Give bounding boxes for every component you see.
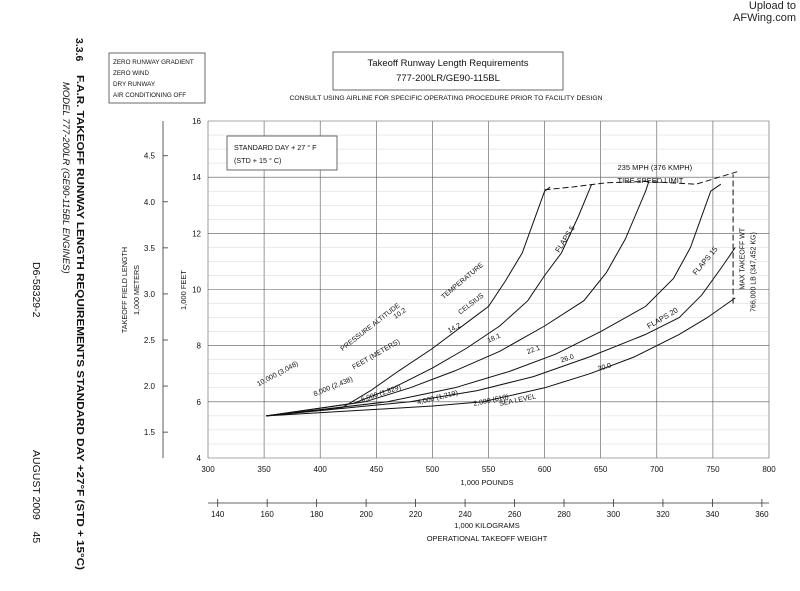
section-number: 3.3.6 — [73, 38, 85, 62]
x-tick-label: 750 — [706, 465, 720, 474]
x2-tick-label: 300 — [607, 510, 621, 519]
temperature-label: 26.0 — [560, 354, 575, 365]
x-tick-label: 600 — [538, 465, 552, 474]
doc-number: D6-58329-2 — [30, 262, 42, 318]
altitude-label: 6,000 (1,829) — [360, 384, 402, 404]
flaps15-label: FLAPS 15 — [691, 245, 720, 277]
altitude-label: 10,000 (3,048) — [256, 361, 300, 389]
chart-axes: 4 6 8 10 12 14 16 1.5 2.0 2.5 3.0 3.5 4.0 4.5 300 350 40… — [144, 117, 776, 519]
model-line: MODEL 777-200LR (GE90-115BL ENGINES) — [60, 82, 71, 274]
side-header: 3.3.6 F.A.R. TAKEOFF RUNWAY LENGTH REQUI… — [30, 38, 86, 570]
condition-2: ZERO WIND — [113, 70, 149, 77]
y-tick-label: 16 — [192, 117, 201, 126]
bottom-axis-title: OPERATIONAL TAKEOFF WEIGHT — [427, 534, 548, 543]
series-line-1 — [266, 186, 551, 417]
chart-grid — [207, 120, 770, 459]
series-line-5 — [266, 247, 736, 417]
date-page: AUGUST 2009 45 — [30, 450, 42, 543]
x2-tick-label: 140 — [211, 510, 225, 519]
y2-axis-label-main: TAKEOFF FIELD LENGTH — [120, 247, 129, 333]
max-weight-label-2: 766,000 LB (347,452 KG) — [751, 232, 758, 312]
x-tick-label: 400 — [314, 465, 328, 474]
std-day-box: STANDARD DAY + 27 ° F (STD + 15 ° C) — [226, 135, 338, 171]
x2-tick-label: 240 — [458, 510, 472, 519]
altitude-label: 8,000 (2,438) — [313, 376, 354, 398]
x2-axis-label: 1,000 KILOGRAMS — [454, 521, 519, 530]
x-tick-label: 450 — [370, 465, 384, 474]
y2-tick-label: 3.0 — [144, 290, 156, 299]
y2-tick-label: 4.0 — [144, 198, 156, 207]
watermark-line2: AFWing.com — [733, 12, 796, 24]
y-tick-label: 10 — [192, 286, 201, 295]
x-tick-label: 800 — [762, 465, 776, 474]
y2-tick-label: 1.5 — [144, 428, 156, 437]
chart-title: Takeoff Runway Length Requirements — [368, 58, 529, 69]
chart-note: CONSULT USING AIRLINE FOR SPECIFIC OPERA… — [289, 95, 602, 102]
series-line-6 — [266, 297, 736, 417]
x-tick-label: 550 — [482, 465, 496, 474]
chart-subtitle: 777-200LR/GE90-115BL — [396, 73, 500, 84]
flaps20-label: FLAPS 20 — [645, 306, 679, 331]
x2-tick-label: 280 — [557, 510, 571, 519]
temperature-label: 14.2 — [447, 322, 462, 335]
y-tick-label: 8 — [197, 342, 202, 351]
temperature-label: 18.1 — [486, 333, 501, 345]
series-line-2 — [266, 184, 593, 417]
x2-tick-label: 260 — [508, 510, 522, 519]
condition-3: DRY RUNWAY — [113, 81, 156, 88]
title-box: Takeoff Runway Length Requirements 777-2… — [289, 51, 603, 102]
x2-tick-label: 200 — [359, 510, 373, 519]
y2-tick-label: 4.5 — [144, 152, 156, 161]
y-tick-label: 12 — [192, 229, 201, 238]
y-tick-label: 14 — [192, 173, 201, 182]
x2-tick-label: 340 — [706, 510, 720, 519]
conditions-box: ZERO RUNWAY GRADIENT ZERO WIND DRY RUNWA… — [108, 52, 206, 104]
y-tick-label: 4 — [197, 454, 202, 463]
temperature-label: 30.0 — [597, 362, 612, 373]
x-tick-label: 650 — [594, 465, 608, 474]
temperature-label: 22.1 — [526, 345, 541, 356]
x2-tick-label: 360 — [755, 510, 769, 519]
y2-tick-label: 3.5 — [144, 244, 156, 253]
tire-speed-label-2: TIRE SPEED LIMIT — [618, 176, 684, 185]
chart-series-group — [266, 171, 738, 417]
x-tick-label: 350 — [257, 465, 271, 474]
std-day-line1: STANDARD DAY + 27 ° F — [234, 143, 317, 152]
series-line-3 — [266, 181, 650, 417]
celsius-label: CELSIUS — [457, 292, 485, 316]
condition-1: ZERO RUNWAY GRADIENT — [113, 59, 194, 66]
tire-speed-label-1: 235 MPH (376 KMPH) — [618, 163, 693, 172]
x-tick-label: 300 — [201, 465, 215, 474]
series-line-4 — [266, 183, 722, 417]
y2-tick-label: 2.5 — [144, 336, 156, 345]
max-weight-label-1: MAX TAKEOFF WT — [739, 227, 746, 289]
x2-tick-label: 160 — [260, 510, 274, 519]
x-tick-label: 700 — [650, 465, 664, 474]
x2-tick-label: 320 — [656, 510, 670, 519]
condition-4: AIR CONDITIONING OFF — [113, 92, 186, 99]
chart-annotations: 10,000 (3,048) 8,000 (2,438) 6,000 (1,829)… — [256, 163, 757, 408]
y-axis-label: 1,000 FEET — [179, 270, 188, 310]
watermark-line1: Upload to — [748, 0, 796, 12]
flaps5-label: FLAPS 5 — [553, 224, 577, 254]
x-tick-label: 500 — [426, 465, 440, 474]
tire-speed-limit-line — [544, 171, 738, 191]
x-axis-label: 1,000 POUNDS — [461, 478, 514, 487]
y2-tick-label: 2.0 — [144, 382, 156, 391]
section-heading: F.A.R. TAKEOFF RUNWAY LENGTH REQUIREMENT… — [74, 75, 86, 570]
x2-tick-label: 220 — [409, 510, 423, 519]
watermark: Upload to AFWing.com — [733, 0, 796, 24]
x2-tick-label: 180 — [310, 510, 324, 519]
std-day-line2: (STD + 15 ° C) — [234, 156, 281, 165]
y2-axis-label-sub: 1,000 METERS — [132, 265, 141, 315]
y-tick-label: 6 — [197, 398, 202, 407]
